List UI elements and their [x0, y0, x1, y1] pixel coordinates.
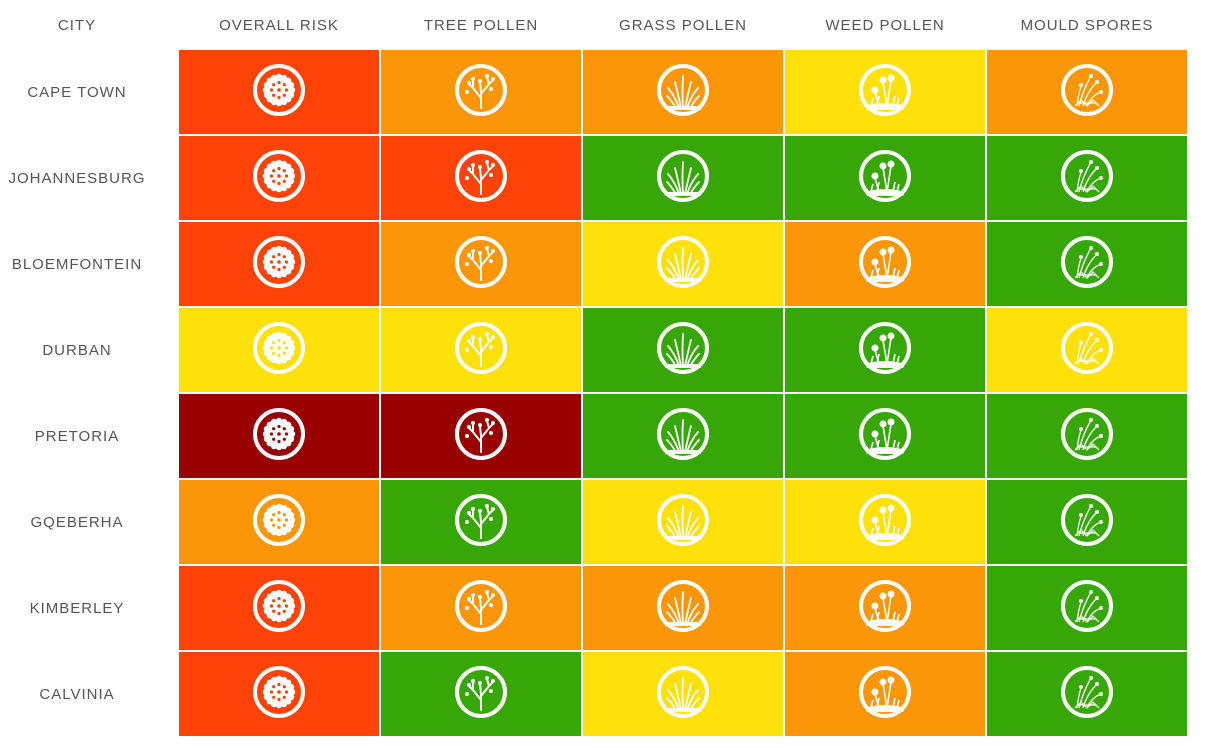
- column-header-mould-spores: MOULD SPORES: [1020, 16, 1154, 34]
- risk-cell-very-low: [381, 652, 581, 736]
- grass-icon: [655, 62, 711, 123]
- risk-cell-very-low: [987, 136, 1187, 220]
- pollen-grain-icon: [251, 492, 307, 553]
- risk-cell-very-low: [987, 222, 1187, 306]
- grass-icon: [655, 578, 711, 639]
- risk-cell-very-low: [381, 480, 581, 564]
- city-label: CAPE TOWN: [27, 83, 127, 101]
- grass-icon: [655, 492, 711, 553]
- grass-icon: [655, 664, 711, 725]
- risk-cell-low: [381, 308, 581, 392]
- mould-spores-icon: [1059, 320, 1115, 381]
- risk-cell-high: [179, 222, 379, 306]
- city-label: PRETORIA: [34, 427, 120, 445]
- weed-flower-icon: [857, 578, 913, 639]
- weed-flower-icon: [857, 320, 913, 381]
- risk-cell-low: [785, 480, 985, 564]
- weed-flower-icon: [857, 148, 913, 209]
- pollen-grain-icon: [251, 62, 307, 123]
- risk-cell-very-low: [583, 136, 783, 220]
- weed-flower-icon: [857, 664, 913, 725]
- tree-icon: [453, 320, 509, 381]
- risk-cell-moderate: [381, 566, 581, 650]
- risk-cell-high: [179, 566, 379, 650]
- weed-flower-icon: [857, 62, 913, 123]
- pollen-grain-icon: [251, 406, 307, 467]
- tree-icon: [453, 234, 509, 295]
- pollen-grain-icon: [251, 234, 307, 295]
- risk-cell-very-low: [987, 394, 1187, 478]
- grass-icon: [655, 406, 711, 467]
- risk-cell-moderate: [583, 566, 783, 650]
- column-header-overall-risk: OVERALL RISK: [219, 16, 339, 34]
- pollen-grain-icon: [251, 320, 307, 381]
- risk-cell-moderate: [785, 566, 985, 650]
- risk-cell-low: [583, 652, 783, 736]
- tree-icon: [453, 148, 509, 209]
- risk-cell-very-low: [785, 394, 985, 478]
- risk-cell-very-low: [785, 136, 985, 220]
- tree-icon: [453, 664, 509, 725]
- risk-cell-very-low: [785, 308, 985, 392]
- tree-icon: [453, 578, 509, 639]
- risk-cell-very-low: [987, 566, 1187, 650]
- grass-icon: [655, 234, 711, 295]
- risk-cell-low: [987, 308, 1187, 392]
- mould-spores-icon: [1059, 578, 1115, 639]
- mould-spores-icon: [1059, 234, 1115, 295]
- risk-cell-high: [179, 136, 379, 220]
- pollen-grain-icon: [251, 148, 307, 209]
- risk-cell-low: [583, 222, 783, 306]
- risk-cell-very-high: [179, 394, 379, 478]
- risk-cell-low: [785, 50, 985, 134]
- mould-spores-icon: [1059, 148, 1115, 209]
- risk-cell-moderate: [987, 50, 1187, 134]
- city-label: KIMBERLEY: [29, 599, 125, 617]
- mould-spores-icon: [1059, 406, 1115, 467]
- risk-cell-moderate: [583, 50, 783, 134]
- risk-cell-very-low: [987, 480, 1187, 564]
- city-label: GQEBERHA: [30, 513, 124, 531]
- city-label: DURBAN: [42, 341, 112, 359]
- pollen-grain-icon: [251, 578, 307, 639]
- mould-spores-icon: [1059, 664, 1115, 725]
- city-label: BLOEMFONTEIN: [11, 255, 143, 273]
- risk-cell-high: [381, 136, 581, 220]
- grass-icon: [655, 320, 711, 381]
- risk-cell-high: [179, 652, 379, 736]
- risk-cell-very-low: [583, 308, 783, 392]
- risk-cell-moderate: [381, 222, 581, 306]
- weed-flower-icon: [857, 406, 913, 467]
- mould-spores-icon: [1059, 62, 1115, 123]
- weed-flower-icon: [857, 234, 913, 295]
- risk-cell-very-high: [381, 394, 581, 478]
- pollen-grain-icon: [251, 664, 307, 725]
- risk-cell-very-low: [583, 394, 783, 478]
- risk-cell-moderate: [381, 50, 581, 134]
- column-header-grass-pollen: GRASS POLLEN: [619, 16, 747, 34]
- risk-cell-moderate: [785, 222, 985, 306]
- tree-icon: [453, 62, 509, 123]
- risk-cell-moderate: [179, 480, 379, 564]
- mould-spores-icon: [1059, 492, 1115, 553]
- tree-icon: [453, 492, 509, 553]
- risk-cell-very-low: [987, 652, 1187, 736]
- tree-icon: [453, 406, 509, 467]
- grass-icon: [655, 148, 711, 209]
- column-header-weed-pollen: WEED POLLEN: [825, 16, 945, 34]
- risk-cell-low: [583, 480, 783, 564]
- column-header-city: CITY: [57, 16, 97, 34]
- risk-cell-high: [179, 50, 379, 134]
- city-label: CALVINIA: [39, 685, 115, 703]
- weed-flower-icon: [857, 492, 913, 553]
- risk-cell-moderate: [785, 652, 985, 736]
- risk-cell-low: [179, 308, 379, 392]
- column-header-tree-pollen: TREE POLLEN: [423, 16, 539, 34]
- city-label: JOHANNESBURG: [8, 169, 146, 187]
